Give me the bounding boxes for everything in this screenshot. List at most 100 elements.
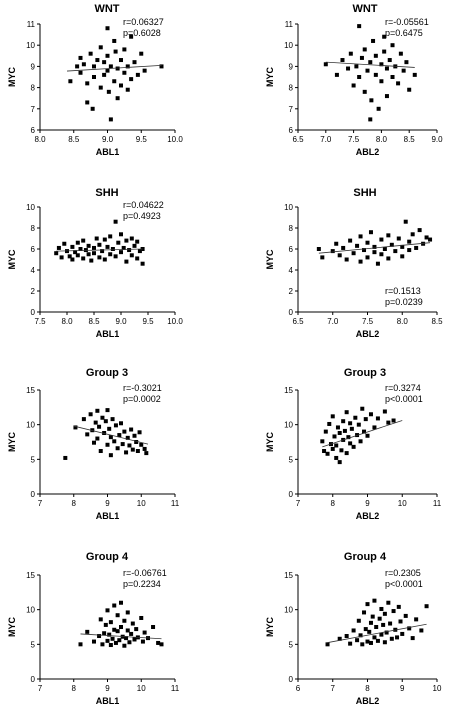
data-point-4 xyxy=(325,451,330,456)
data-point-9 xyxy=(105,638,110,643)
data-point-36 xyxy=(140,639,145,644)
data-point-1 xyxy=(320,439,325,444)
data-point-21 xyxy=(375,638,380,643)
data-point-26 xyxy=(384,94,389,99)
y-tick-label: 0 xyxy=(289,308,294,317)
data-point-38 xyxy=(428,237,433,242)
data-point-1 xyxy=(54,251,59,256)
data-point-18 xyxy=(372,244,377,249)
data-point-6 xyxy=(351,83,356,88)
data-point-39 xyxy=(142,68,147,73)
data-point-27 xyxy=(396,236,401,241)
data-point-33 xyxy=(401,68,406,73)
data-point-22 xyxy=(108,117,113,122)
data-point-24 xyxy=(115,446,120,451)
x-axis-label: ABL2 xyxy=(356,329,380,339)
x-tick-label: 7.5 xyxy=(348,135,360,144)
data-point-21 xyxy=(379,62,384,67)
data-point-37 xyxy=(124,259,129,264)
data-point-18 xyxy=(105,53,110,58)
x-tick-label: 7.0 xyxy=(320,135,332,144)
data-point-22 xyxy=(382,247,387,251)
y-tick-label: 8 xyxy=(31,224,36,233)
data-point-35 xyxy=(139,615,144,620)
data-point-10 xyxy=(362,610,367,615)
data-point-38 xyxy=(124,238,129,243)
data-point-33 xyxy=(410,232,415,237)
data-point-22 xyxy=(348,441,353,446)
data-point-12 xyxy=(335,425,340,430)
data-point-21 xyxy=(379,252,384,257)
panel-title: Group 4 xyxy=(344,551,387,563)
data-point-34 xyxy=(119,250,123,255)
data-point-20 xyxy=(106,89,111,94)
data-point-25 xyxy=(381,622,386,627)
data-point-33 xyxy=(134,627,139,632)
data-point-32 xyxy=(407,248,412,253)
x-axis-label: ABL2 xyxy=(356,696,380,706)
data-point-32 xyxy=(129,427,134,432)
x-tick-label: 10 xyxy=(137,499,146,508)
data-point-11 xyxy=(97,424,102,429)
data-point-1 xyxy=(316,247,321,251)
data-point-28 xyxy=(122,429,127,434)
data-point-31 xyxy=(407,239,412,244)
x-tick-label: 8.5 xyxy=(68,135,80,144)
data-point-18 xyxy=(372,635,377,640)
data-point-1 xyxy=(78,642,83,647)
x-tick-label: 8 xyxy=(331,499,336,508)
y-axis-label: MYC xyxy=(7,432,17,453)
data-point-36 xyxy=(375,416,380,421)
data-point-10 xyxy=(95,436,100,441)
data-point-17 xyxy=(372,250,377,255)
data-point-13 xyxy=(337,460,342,465)
panel-title: SHH xyxy=(353,187,376,199)
data-point-21 xyxy=(110,417,115,422)
data-point-38 xyxy=(386,420,391,425)
data-point-28 xyxy=(119,58,123,63)
data-point-3 xyxy=(78,70,83,75)
data-point-40 xyxy=(159,64,164,69)
data-point-16 xyxy=(369,98,374,103)
data-point-26 xyxy=(382,640,387,645)
data-point-23 xyxy=(382,34,387,39)
data-point-10 xyxy=(105,608,110,613)
correlation-r: r=-0.05561 xyxy=(385,17,429,27)
scatter-panel-7: Group 4 7 8 9 10 11 0 5 10 15 ABL1 MYC r=-0.06761p=0… xyxy=(7,551,180,706)
x-tick-label: 9.0 xyxy=(431,135,443,144)
correlation-r: r=0.06327 xyxy=(123,17,164,27)
x-tick-label: 8.0 xyxy=(397,317,409,326)
data-point-11 xyxy=(363,627,368,632)
data-point-29 xyxy=(108,234,113,239)
data-point-20 xyxy=(117,638,122,643)
y-axis-label: MYC xyxy=(265,67,275,88)
data-point-14 xyxy=(81,238,86,243)
x-axis-label: ABL1 xyxy=(96,147,120,157)
data-point-3 xyxy=(330,249,335,254)
correlation-p: p=0.2234 xyxy=(123,579,161,589)
data-point-28 xyxy=(400,244,405,249)
data-point-16 xyxy=(368,230,373,235)
trend-line xyxy=(56,248,143,252)
data-point-29 xyxy=(127,640,132,645)
panel-title: Group 3 xyxy=(344,367,386,379)
y-tick-label: 11 xyxy=(285,20,294,29)
y-tick-label: 2 xyxy=(289,287,294,296)
data-point-2 xyxy=(320,255,325,260)
data-point-2 xyxy=(85,629,90,634)
data-point-4 xyxy=(334,241,339,246)
data-point-23 xyxy=(348,421,353,426)
data-point-9 xyxy=(90,106,95,111)
data-point-14 xyxy=(367,629,372,634)
data-point-22 xyxy=(112,439,117,444)
data-point-14 xyxy=(110,636,115,641)
x-tick-label: 9.0 xyxy=(115,317,127,326)
data-point-7 xyxy=(356,618,361,623)
data-point-10 xyxy=(75,240,80,245)
x-axis-label: ABL1 xyxy=(96,329,120,339)
x-tick-label: 6.5 xyxy=(292,317,304,326)
data-point-25 xyxy=(122,618,127,623)
data-point-22 xyxy=(379,79,384,84)
data-point-2 xyxy=(73,425,78,430)
data-point-27 xyxy=(382,611,387,616)
